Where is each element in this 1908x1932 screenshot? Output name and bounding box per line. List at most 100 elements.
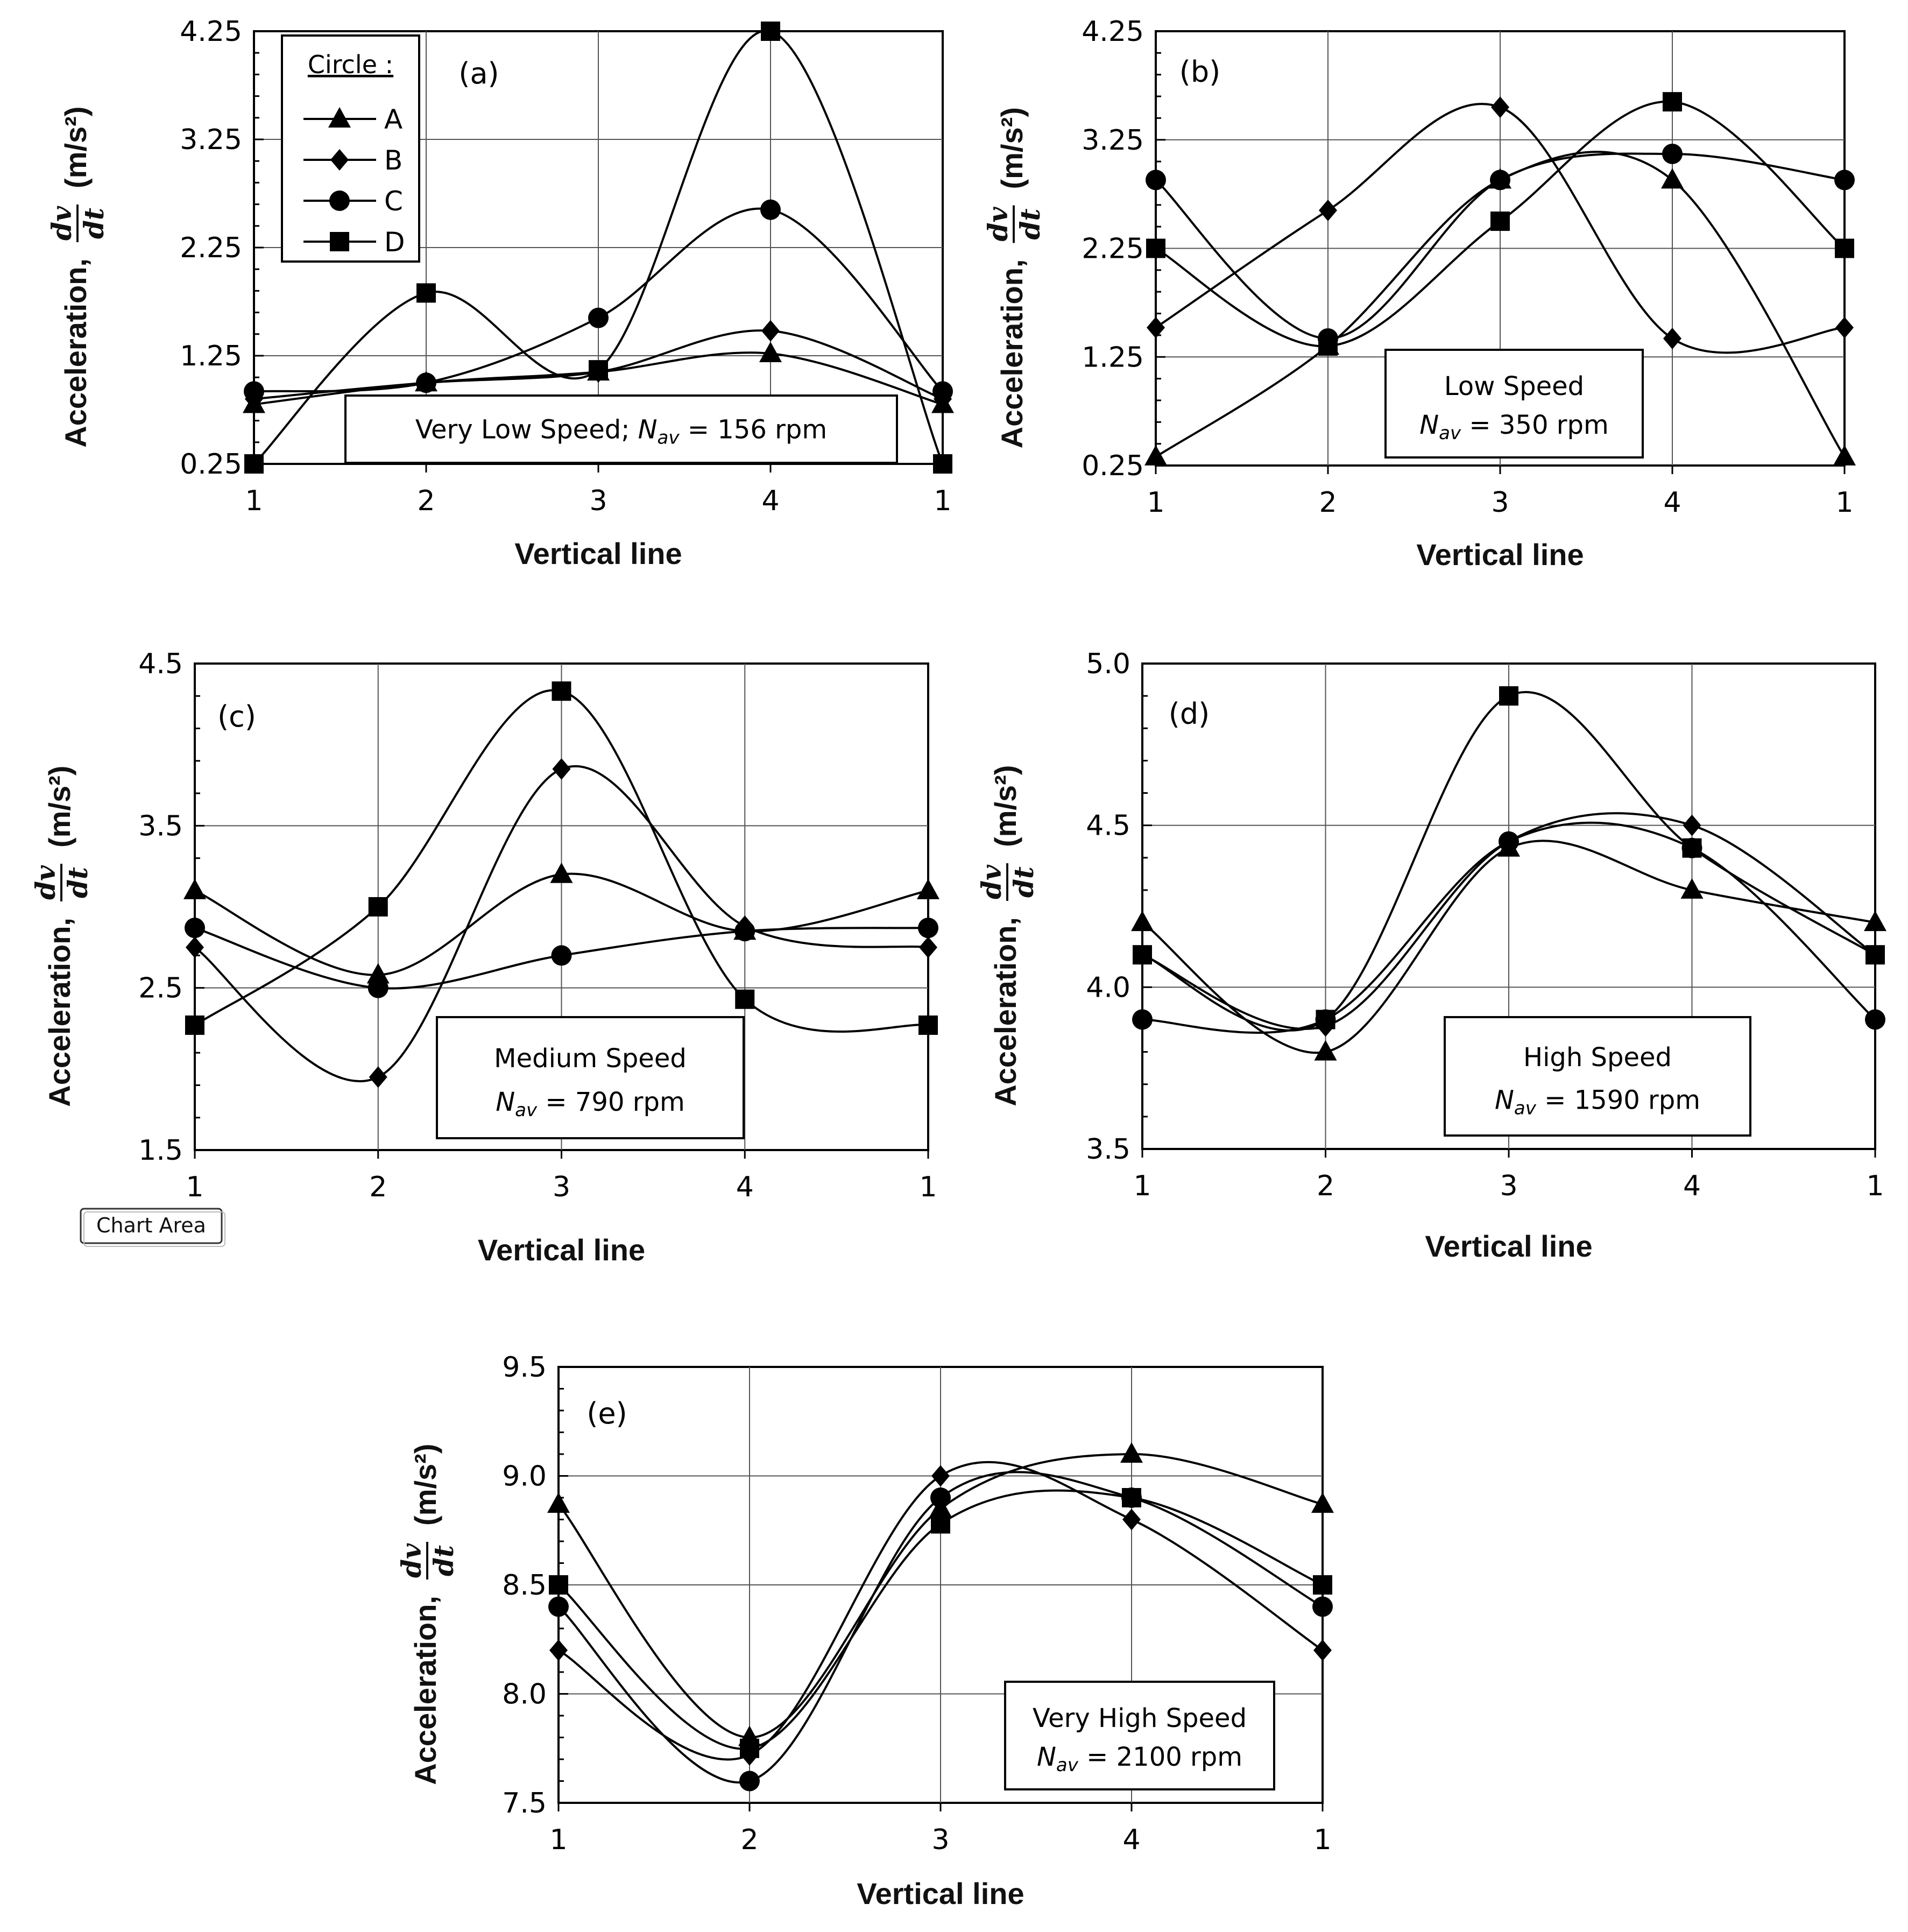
series-C-point [368,977,388,998]
y-tick-label: 4.5 [138,648,183,680]
series-C-point [1662,143,1683,164]
series-D-point [1133,945,1152,965]
fraction-denominator: dt [1014,208,1046,239]
x-tick-label: 2 [740,1824,758,1856]
panel-label: (b) [1179,55,1220,89]
y-tick-label: 8.0 [502,1679,547,1711]
legend-entry-C: C [384,186,403,217]
x-tick-label: 2 [1319,486,1337,519]
y-tick-label: 8.5 [502,1569,547,1602]
y-tick-label: 2.25 [180,232,242,264]
y-axis-derivative-fraction: dv dt [30,864,94,901]
x-tick-label: 1 [186,1171,203,1203]
series-D-point [185,1015,204,1035]
x-tick-label: 3 [1500,1170,1517,1202]
y-axis-title: Acceleration, dv dt (m/s²) [30,766,94,1107]
legend-entry-D: D [384,227,405,258]
chart-panel-a: 0.25 1.25 2.25 3.25 4.25 1 2 3 4 1 Vertical line Ac… [46,16,954,570]
panel-label: (c) [217,700,256,734]
fraction-numerator: dv [30,865,61,900]
series-C-point [416,372,436,393]
x-tick-label: 3 [931,1824,949,1856]
average-rpm-text: Nav = 350 rpm [1419,410,1608,444]
legend-marker-B [330,149,349,171]
tooltip-shadow [83,1211,225,1247]
series-C-line [253,207,944,393]
series-A-point [1131,911,1154,932]
x-tick-label: 4 [736,1171,754,1203]
fraction-denominator: dt [62,867,94,898]
series-A-point [1120,1442,1143,1463]
speed-info-box [1004,1681,1275,1790]
series-B-point [761,320,780,342]
series-A-point [547,1492,570,1513]
series-D-point [933,454,952,474]
series-C-point [185,918,205,939]
series-C-point [1834,170,1855,191]
chart-panel-b: 0.25 1.25 2.25 3.25 4.25 1 2 3 4 1 Vertical line Ac… [982,16,1856,572]
x-axis-title: Vertical line [1416,538,1584,572]
series-D-point [1490,211,1510,231]
series-B-point [1835,316,1854,339]
x-tick-label: 1 [1147,486,1164,519]
fraction-denominator: dt [1008,866,1040,898]
series-D-point [735,989,755,1009]
legend-entry-B: B [384,145,402,176]
series-B-point [919,936,937,958]
series-C [1146,143,1855,349]
series-B-line [1155,103,1845,354]
series-C-line [1155,152,1845,340]
speed-info-box [1444,1016,1751,1137]
series-A-point [1680,878,1704,899]
x-axis-title: Vertical line [857,1877,1024,1910]
chart-area-tooltip[interactable]: Chart Area [80,1208,225,1247]
legend-marker-C [329,191,350,211]
y-axis-derivative-fraction: dv dt [395,1542,460,1580]
series-A-point [1864,911,1886,932]
series-B-point [1147,316,1165,339]
series-D [549,1488,1332,1758]
x-tick-label: 1 [1313,1824,1331,1856]
x-tick-label: 1 [245,485,263,517]
x-axis-title: Vertical line [478,1233,645,1267]
series-D-line [557,1489,1323,1750]
panel-label: (d) [1169,697,1210,731]
y-axis-title-text: Acceleration, [995,259,1029,449]
y-axis-unit: (m/s²) [995,107,1029,189]
x-tick-label: 1 [1835,486,1853,519]
average-rpm-text: Nav = 2100 rpm [1037,1742,1242,1776]
series-D-point [1316,1010,1335,1030]
series-B-point [552,758,571,780]
series-D-point [244,454,264,474]
series-D-point [1835,238,1854,258]
y-axis-title: Acceleration, dv dt (m/s²) [976,765,1040,1106]
series-C-point [1146,170,1166,191]
tooltip-box [80,1208,223,1244]
y-axis-derivative-fraction: dv dt [982,205,1046,243]
tooltip-text: Chart Area [96,1214,206,1237]
series-C-point [760,199,781,220]
x-tick-label: 2 [417,485,435,517]
y-axis-unit: (m/s²) [43,766,76,848]
fraction-numerator: dv [976,864,1007,899]
x-tick-label: 2 [369,1171,387,1203]
series-D-point [1663,92,1682,112]
panel-label: (a) [458,57,499,90]
series-B-point [1663,327,1681,349]
series-C-point [932,381,953,402]
series-C-point [930,1487,951,1508]
series-A-point [759,341,782,362]
x-tick-label: 4 [1122,1824,1140,1856]
series-D-point [368,897,388,916]
series-D-point [1313,1575,1332,1595]
y-tick-label: 2.25 [1082,233,1144,265]
y-axis-title: Acceleration, dv dt (m/s²) [395,1444,460,1785]
y-axis-unit: (m/s²) [408,1444,442,1526]
y-tick-label: 0.25 [1082,450,1144,482]
series-D [1133,686,1885,1032]
series-D-point [931,1514,950,1534]
x-tick-label: 1 [934,485,951,517]
y-tick-label: 9.0 [502,1461,547,1493]
series-D-point [589,360,608,380]
y-axis-derivative-fraction: dv dt [46,205,110,242]
